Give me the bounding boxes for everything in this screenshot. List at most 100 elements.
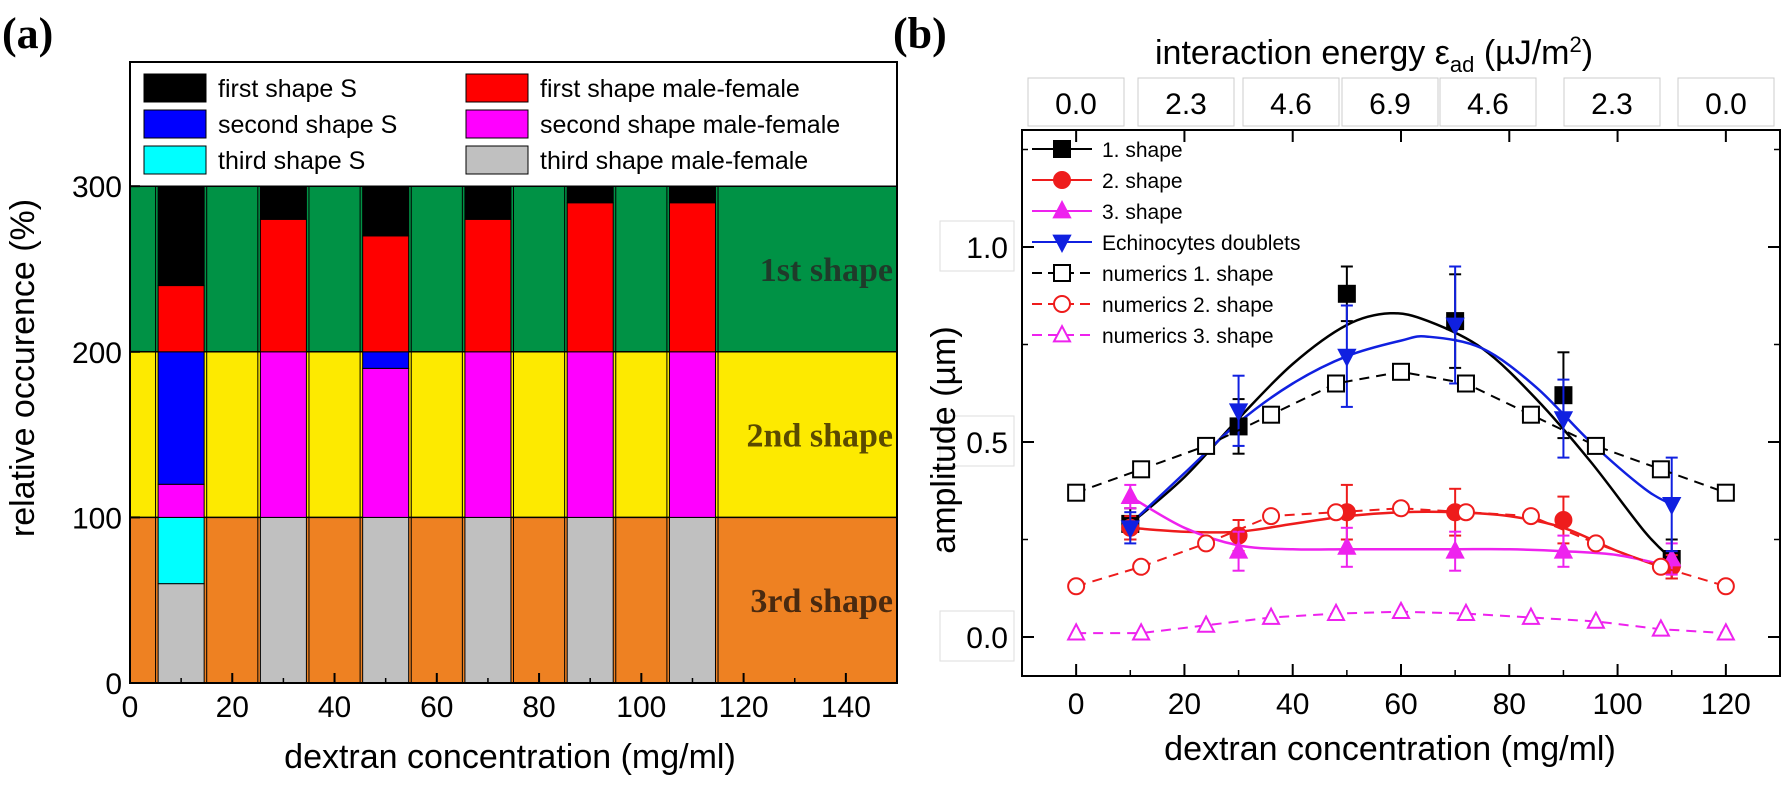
- data-series: [1066, 265, 1736, 641]
- top-axis-label: 0.0: [1705, 88, 1747, 121]
- bar-segment: [157, 185, 205, 287]
- marker-triangle-down: [1337, 348, 1357, 368]
- top-axis-label-box: [1027, 77, 1125, 127]
- x-tick-label: 120: [719, 691, 769, 724]
- legend-swatch: [143, 109, 207, 139]
- y-ticks-b: 0.0 0.5 1.0: [939, 148, 1780, 662]
- legend-label-b: 1. shape: [1102, 139, 1183, 162]
- bar-segment: [259, 516, 307, 684]
- bar-segment: [464, 218, 512, 353]
- marker-triangle-up: [1391, 600, 1411, 620]
- x-tick-label: 80: [522, 691, 555, 724]
- marker-square: [1053, 140, 1071, 158]
- bar-segment: [259, 351, 307, 518]
- marker-triangle-up: [1066, 622, 1086, 641]
- marker-circle: [1521, 507, 1540, 526]
- legend-label-b: Echinocytes doublets: [1102, 232, 1300, 255]
- panel-b-letter: (b): [893, 9, 947, 58]
- x-tick-label: 0: [1068, 688, 1085, 721]
- marker-triangle-up: [1052, 200, 1072, 219]
- marker-circle: [1651, 557, 1670, 576]
- top-axis-label: 4.6: [1270, 88, 1312, 121]
- x-ticks-b: 0 20 40 60 80 100 120: [1068, 130, 1751, 721]
- top-axis-title: interaction energy εad (µJ/m2): [1155, 32, 1593, 77]
- x-tick-label: 60: [420, 691, 453, 724]
- marker-triangle-down: [1553, 411, 1574, 430]
- legend: first shape S first shape male-female seco…: [143, 73, 840, 175]
- y-axis-title: relative occurence (%): [4, 199, 42, 537]
- marker-triangle-up: [1131, 622, 1151, 641]
- bar-segment: [362, 367, 410, 518]
- x-ticks: 0 20 40 60 80 100 120 140: [122, 673, 871, 724]
- marker-triangle-up: [1196, 614, 1216, 633]
- y-tick-label-box: [939, 415, 1015, 467]
- top-axis-label: 2.3: [1165, 88, 1207, 121]
- marker-triangle-down: [1445, 317, 1465, 336]
- band-label-1: 1st shape: [760, 252, 893, 289]
- marker-square: [1586, 436, 1605, 455]
- marker-circle: [1053, 295, 1071, 313]
- legend-label: second shape S: [218, 111, 397, 139]
- panel-a-letter: (a): [2, 9, 53, 58]
- marker-circle: [1262, 507, 1281, 526]
- y-tick-label: 300: [72, 171, 122, 204]
- bar-segment: [362, 516, 410, 684]
- marker-square: [1067, 483, 1086, 502]
- bar-segment: [566, 202, 614, 353]
- y-axis-title-b: amplitude (µm): [925, 326, 963, 553]
- marker-triangle-down: [1120, 520, 1140, 539]
- band-label-2: 2nd shape: [747, 418, 893, 455]
- marker-square: [1392, 362, 1410, 381]
- bar-segment: [668, 185, 716, 204]
- stacked-bars: [155, 185, 719, 684]
- bar-segment: [362, 351, 410, 369]
- marker-triangle-up: [1521, 606, 1541, 625]
- bar-segment: [668, 351, 716, 518]
- bar-segment: [157, 285, 205, 353]
- marker-square: [1327, 374, 1346, 393]
- top-axis-label: 6.9: [1369, 88, 1411, 121]
- bar-segment: [566, 516, 614, 684]
- top-axis-title-sub: ad: [1450, 52, 1474, 77]
- bar-segment: [464, 351, 512, 518]
- legend-label-b: numerics 3. shape: [1102, 325, 1274, 348]
- bar-segment: [668, 516, 716, 684]
- marker-circle: [1392, 499, 1410, 518]
- marker-circle: [1053, 171, 1071, 189]
- x-tick-label: 120: [1701, 688, 1751, 721]
- bar-segment: [157, 483, 205, 518]
- marker-square: [1337, 284, 1356, 303]
- marker-triangle-up: [1337, 536, 1357, 555]
- x-tick-label: 100: [616, 691, 666, 724]
- top-axis-label: 4.6: [1467, 88, 1509, 121]
- top-axis-labels: 0.0 2.3 4.6 6.9 4.6 2.3 0.0: [1027, 77, 1775, 127]
- top-axis-label-box: [1341, 77, 1439, 127]
- marker-square: [1716, 483, 1735, 502]
- bar-segment: [157, 583, 205, 684]
- top-axis-label-box: [1439, 77, 1537, 127]
- top-axis-label-box: [1677, 77, 1775, 127]
- marker-square: [1456, 374, 1475, 393]
- legend-swatch: [465, 109, 529, 139]
- y-tick-label: 0.0: [966, 622, 1008, 655]
- marker-triangle-up: [1326, 602, 1346, 621]
- marker-square: [1651, 460, 1670, 479]
- top-axis-title-unit: (µJ/m: [1474, 34, 1569, 72]
- top-axis-title-sup: 2: [1570, 32, 1582, 57]
- marker-triangle-up: [1445, 540, 1465, 559]
- marker-triangle-up: [1716, 622, 1736, 641]
- marker-triangle-up: [1553, 540, 1574, 559]
- legend-label-b: numerics 1. shape: [1102, 263, 1274, 286]
- marker-circle: [1327, 503, 1346, 522]
- marker-triangle-down: [1228, 403, 1249, 422]
- legend-label-b: 2. shape: [1102, 170, 1183, 193]
- top-axis-title-main: interaction energy ε: [1155, 34, 1450, 72]
- legend-label: third shape male-female: [540, 147, 808, 175]
- band-label-3: 3rd shape: [750, 583, 893, 620]
- marker-circle: [1132, 557, 1151, 576]
- plot-frame: [129, 61, 898, 684]
- marker-square: [1197, 436, 1216, 455]
- top-axis-label-box: [1563, 77, 1661, 127]
- x-tick-label: 100: [1593, 688, 1643, 721]
- x-tick-label: 20: [1168, 688, 1201, 721]
